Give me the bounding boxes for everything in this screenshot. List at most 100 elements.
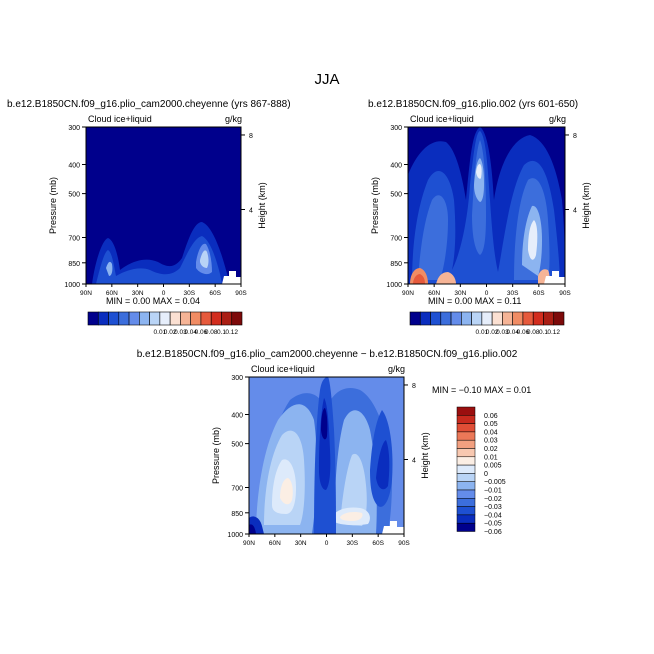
panel-a-colorbar-swatch-1 (97, 311, 109, 326)
panel-b-colorbar-label-5: 0.08 (527, 329, 540, 336)
panel-a-field (86, 127, 241, 284)
panel-b-colorbar-swatch-2 (430, 311, 442, 326)
panel-a-colorbar-label-7: 0.12 (225, 329, 238, 336)
panel-c-colorbar-label-14: −0.06 (484, 529, 502, 536)
panel-b-ylabel-right: Height (km) (581, 182, 591, 229)
panel-b-colorbar-label-2: 0.03 (496, 329, 509, 336)
panel-a-ytick-label-850: 850 (68, 261, 80, 268)
panel-b-contour-south-peak (528, 220, 538, 260)
panel-c-colorbar-swatch-4 (456, 439, 476, 449)
panel-b-colorbar-swatch-3 (440, 311, 452, 326)
panel-b: b.e12.B1850CN.f09_g16.plio.002 (yrs 601-… (368, 99, 591, 306)
panel-c-colorbar-label-13: −0.05 (484, 521, 502, 528)
panel-c-colorbar-label-4: 0.02 (484, 446, 498, 453)
panel-c-colorbar-label-3: 0.03 (484, 438, 498, 445)
panel-a-colorbar: 0.010.020.030.040.060.08 0.1 0.12 (87, 311, 243, 336)
panel-b-colorbar-label-6: 0.1 (539, 329, 548, 336)
panel-c-colorbar-swatch-9 (456, 481, 476, 491)
panel-b-colorbar-label-4: 0.06 (517, 329, 530, 336)
panel-c-ytick-label-400: 400 (231, 413, 243, 420)
panel-a-contour-level2 (96, 236, 222, 284)
panel-c-colorbar-swatch-3 (456, 431, 476, 441)
panel-c-ytick-label-300: 300 (231, 375, 243, 382)
panel-b-colorbar-swatch-7 (481, 311, 493, 326)
panel-c-xtick-label-3: 0 (325, 540, 329, 547)
panel-a-xtick-label-4: 30S (184, 290, 196, 297)
panel-c-colorbar-swatch-2 (456, 423, 476, 433)
panel-c-colorbar-label-1: 0.05 (484, 421, 498, 428)
panel-a-colorbar-swatch-4 (128, 311, 140, 326)
panel-a-xtick-label-5: 60S (209, 290, 221, 297)
panel-b-colorbar-swatch-8 (491, 311, 503, 326)
panel-b-contour-equator-peak (476, 164, 482, 179)
panel-c-contour-surface-north-core (249, 524, 256, 534)
panel-c: b.e12.B1850CN.f09_g16.plio_cam2000.cheye… (137, 349, 532, 547)
panel-b-contour-left (418, 195, 448, 280)
panel-c-colorbar-swatch-11 (456, 498, 476, 507)
panel-b-field (408, 127, 565, 284)
panel-c-colorbar-swatch-13 (456, 514, 476, 524)
panel-b-ytick-label-500: 500 (390, 192, 402, 199)
panel-c-variable: Cloud ice+liquid (251, 364, 315, 374)
panel-b-missing-data (544, 271, 565, 284)
panel-b-colorbar-swatch-14 (553, 311, 565, 326)
panel-c-xtick-label-4: 30S (347, 540, 359, 547)
panel-c-colorbar-swatch-12 (456, 506, 476, 516)
panel-a-colorbar-swatch-11 (200, 311, 212, 326)
panel-c-xtick-label-6: 90S (398, 540, 410, 547)
panel-c-ytick-right-label-8: 8 (412, 383, 416, 390)
panel-c-contour-southpole-core (376, 440, 390, 490)
panel-c-ytick-label-500: 500 (231, 442, 243, 449)
panel-a-colorbar-label-1: 0.02 (164, 329, 177, 336)
panel-a-xtick-label-6: 90S (235, 290, 247, 297)
panel-c-colorbar-label-9: −0.01 (484, 488, 502, 495)
panel-a-units: g/kg (225, 114, 242, 124)
panel-a-xtick-label-1: 60N (106, 290, 118, 297)
panel-b-xtick-label-2: 30N (454, 290, 466, 297)
panel-a-title: b.e12.B1850CN.f09_g16.plio_cam2000.cheye… (7, 99, 291, 110)
panel-a-ytick-label-1000: 1000 (64, 282, 80, 289)
panel-c-ylabel-right: Height (km) (420, 432, 430, 479)
panel-c-contour-equator-peak (321, 408, 328, 440)
panel-c-colorbar-label-11: −0.03 (484, 504, 502, 511)
panel-b-colorbar-swatch-6 (471, 311, 483, 326)
panel-a-ylabel: Pressure (mb) (48, 177, 58, 234)
panel-b-colorbar-swatch-4 (450, 311, 462, 326)
panel-b-xtick-label-0: 90N (402, 290, 414, 297)
panel-b-ytick-label-400: 400 (390, 163, 402, 170)
panel-b-colorbar-swatch-9 (502, 311, 513, 326)
panel-a-ytick-label-300: 300 (68, 125, 80, 132)
panel-c-field (249, 377, 404, 534)
panel-b-xtick-label-4: 30S (507, 290, 519, 297)
panel-c-colorbar-label-8: −0.005 (484, 479, 506, 486)
panel-a-colorbar-swatch-8 (169, 311, 181, 326)
panel-c-xtick-label-5: 60S (372, 540, 384, 547)
panel-b-ytick-label-700: 700 (390, 235, 402, 242)
panel-c-ytick-label-700: 700 (231, 485, 243, 492)
panel-c-colorbar-swatch-1 (456, 415, 476, 424)
panel-a-ytick-right-label-8: 8 (249, 133, 253, 140)
panel-b-colorbar-swatch-12 (532, 311, 544, 326)
panel-a-variable: Cloud ice+liquid (88, 114, 152, 124)
panel-b-xtick-label-6: 90S (559, 290, 571, 297)
panel-b-variable: Cloud ice+liquid (410, 114, 474, 124)
panel-a-colorbar-swatch-10 (190, 311, 202, 326)
panel-c-ytick-right-label-4: 4 (412, 457, 416, 464)
panel-b-ytick-right-label-4: 4 (573, 207, 577, 214)
panel-b-title: b.e12.B1850CN.f09_g16.plio.002 (yrs 601-… (368, 99, 578, 110)
panel-b-xtick-label-5: 60S (533, 290, 545, 297)
panel-a-ytick-label-500: 500 (68, 192, 80, 199)
panel-c-ytick-label-1000: 1000 (227, 532, 243, 539)
panel-b-colorbar-swatch-0 (409, 311, 421, 326)
panel-a-colorbar-label-2: 0.03 (174, 329, 187, 336)
panel-b-xtick-label-3: 0 (485, 290, 489, 297)
panel-c-colorbar-label-10: −0.02 (484, 496, 502, 503)
panel-b-colorbar-swatch-13 (543, 311, 555, 326)
panel-a-colorbar-label-4: 0.06 (195, 329, 208, 336)
panel-c-colorbar-label-0: 0.06 (484, 413, 498, 420)
panel-c-title: b.e12.B1850CN.f09_g16.plio_cam2000.cheye… (137, 349, 518, 360)
panel-c-units: g/kg (388, 364, 405, 374)
panel-b-stats: MIN = 0.00 MAX = 0.11 (428, 296, 521, 306)
